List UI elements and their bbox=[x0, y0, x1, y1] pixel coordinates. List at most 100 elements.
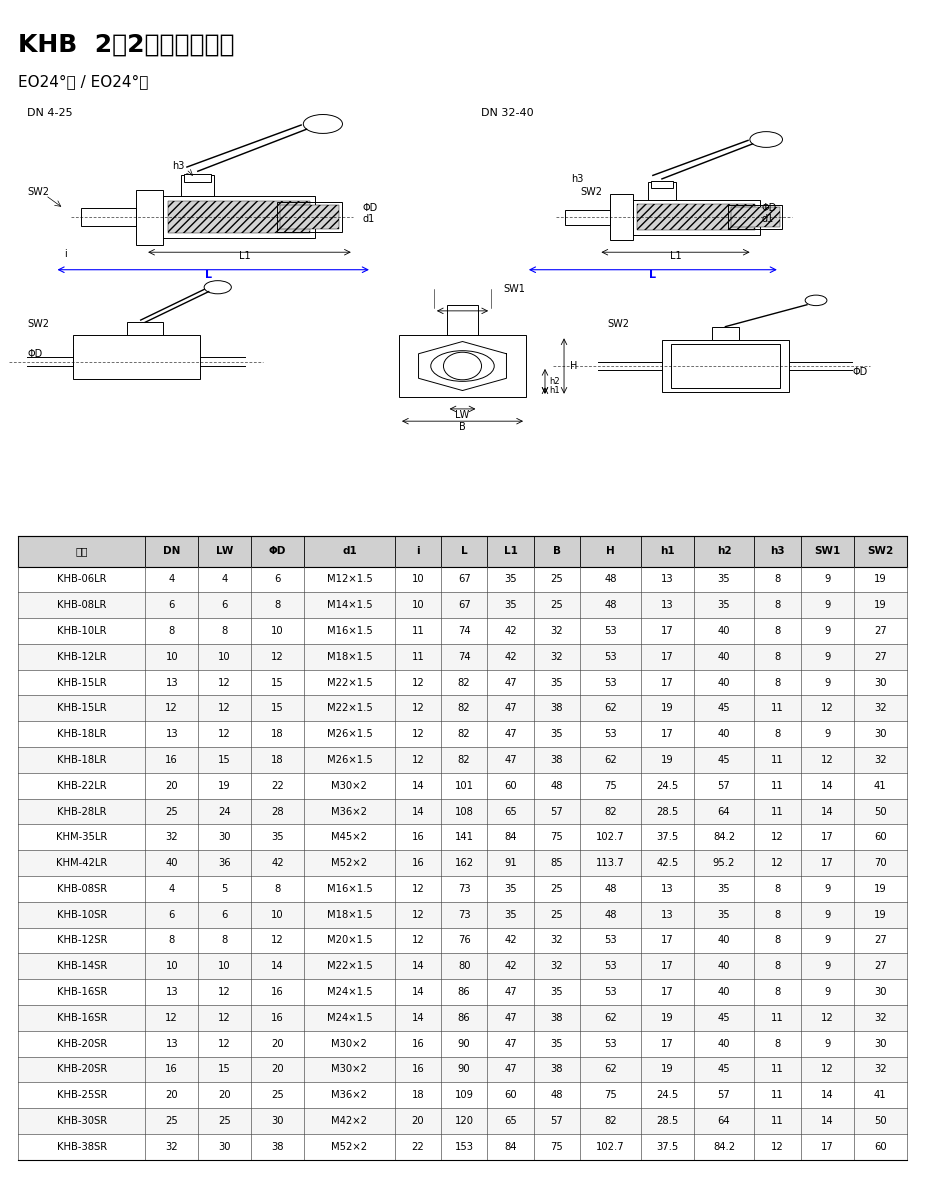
Text: 84.2: 84.2 bbox=[713, 833, 735, 842]
Text: 12: 12 bbox=[218, 729, 231, 739]
Text: 8: 8 bbox=[275, 884, 281, 894]
Bar bbox=[18, 1133, 906, 1159]
Text: 18: 18 bbox=[412, 1091, 425, 1100]
Text: KHB-20SR: KHB-20SR bbox=[56, 1039, 107, 1048]
Text: 9: 9 bbox=[824, 1039, 831, 1048]
Bar bbox=[447, 305, 478, 336]
Text: M42×2: M42×2 bbox=[331, 1116, 367, 1126]
Text: h3: h3 bbox=[572, 174, 584, 185]
Text: 8: 8 bbox=[168, 936, 175, 945]
Text: M22×1.5: M22×1.5 bbox=[327, 704, 372, 713]
Text: 12: 12 bbox=[271, 936, 284, 945]
Text: 70: 70 bbox=[874, 858, 886, 868]
Text: L: L bbox=[649, 271, 657, 280]
Bar bbox=[163, 196, 315, 238]
Text: 4: 4 bbox=[168, 575, 175, 584]
Text: 48: 48 bbox=[604, 910, 617, 919]
Text: i: i bbox=[64, 248, 67, 259]
Text: 20: 20 bbox=[271, 1039, 284, 1048]
Text: M22×1.5: M22×1.5 bbox=[327, 962, 372, 971]
Text: 67: 67 bbox=[458, 575, 471, 584]
Bar bbox=[18, 746, 906, 772]
Text: KHB  2位2通外螺纹球阀: KHB 2位2通外螺纹球阀 bbox=[18, 32, 235, 57]
Text: 42.5: 42.5 bbox=[656, 858, 678, 868]
Text: 102.7: 102.7 bbox=[596, 1142, 624, 1152]
Text: 65: 65 bbox=[504, 1116, 517, 1126]
Text: 8: 8 bbox=[774, 575, 781, 584]
Bar bbox=[18, 670, 906, 696]
Text: 47: 47 bbox=[504, 987, 517, 997]
Text: 13: 13 bbox=[660, 884, 673, 894]
Text: 84: 84 bbox=[504, 1142, 517, 1152]
Text: 62: 62 bbox=[604, 755, 617, 765]
Text: 60: 60 bbox=[874, 833, 886, 842]
Bar bbox=[399, 336, 526, 396]
Text: 28.5: 28.5 bbox=[656, 1116, 678, 1126]
Text: 113.7: 113.7 bbox=[596, 858, 624, 868]
Text: 11: 11 bbox=[771, 704, 784, 713]
Text: 67: 67 bbox=[458, 600, 471, 610]
Text: 25: 25 bbox=[550, 600, 563, 610]
Text: M26×1.5: M26×1.5 bbox=[327, 755, 372, 765]
Circle shape bbox=[204, 280, 231, 293]
Text: 80: 80 bbox=[458, 962, 471, 971]
Text: 38: 38 bbox=[550, 704, 563, 713]
Text: ΦD: ΦD bbox=[28, 349, 43, 360]
Text: KHB-14SR: KHB-14SR bbox=[56, 962, 107, 971]
Text: 8: 8 bbox=[774, 600, 781, 610]
Text: 10: 10 bbox=[218, 652, 231, 661]
Text: 62: 62 bbox=[604, 1013, 617, 1023]
Text: 10: 10 bbox=[271, 910, 284, 919]
Text: 42: 42 bbox=[271, 858, 284, 868]
Text: KHB-22LR: KHB-22LR bbox=[57, 781, 106, 790]
Text: 45: 45 bbox=[718, 1013, 731, 1023]
Text: LW: LW bbox=[455, 411, 470, 420]
Text: 19: 19 bbox=[660, 704, 673, 713]
Bar bbox=[18, 772, 906, 799]
Text: 64: 64 bbox=[718, 807, 731, 816]
Text: 13: 13 bbox=[166, 987, 178, 997]
Text: L1: L1 bbox=[670, 251, 682, 260]
Text: KHB-08LR: KHB-08LR bbox=[57, 600, 106, 610]
Text: L: L bbox=[205, 271, 212, 280]
Text: 86: 86 bbox=[458, 1013, 471, 1023]
Text: 25: 25 bbox=[550, 910, 563, 919]
Text: L: L bbox=[461, 547, 467, 556]
Bar bbox=[184, 174, 212, 182]
Text: 101: 101 bbox=[455, 781, 474, 790]
Text: 74: 74 bbox=[458, 652, 471, 661]
Text: 53: 53 bbox=[604, 936, 617, 945]
Text: 8: 8 bbox=[774, 729, 781, 739]
Text: 8: 8 bbox=[275, 600, 281, 610]
Text: KHB-12LR: KHB-12LR bbox=[57, 652, 106, 661]
Text: 12: 12 bbox=[166, 704, 179, 713]
Bar bbox=[127, 322, 164, 336]
Text: 45: 45 bbox=[718, 704, 731, 713]
Text: 17: 17 bbox=[820, 833, 833, 842]
Text: L1: L1 bbox=[240, 251, 251, 260]
Text: 8: 8 bbox=[774, 884, 781, 894]
Text: 53: 53 bbox=[604, 987, 617, 997]
Bar bbox=[662, 340, 789, 393]
Text: 11: 11 bbox=[771, 1065, 784, 1074]
Text: 14: 14 bbox=[412, 1013, 425, 1023]
Text: 60: 60 bbox=[874, 1142, 886, 1152]
Text: 53: 53 bbox=[604, 678, 617, 687]
Text: KHM-35LR: KHM-35LR bbox=[56, 833, 107, 842]
Text: 45: 45 bbox=[718, 755, 731, 765]
Text: 40: 40 bbox=[718, 729, 731, 739]
Text: KHB-18LR: KHB-18LR bbox=[57, 755, 106, 765]
Bar bbox=[18, 927, 906, 953]
Text: 18: 18 bbox=[271, 755, 284, 765]
Text: KHB-06LR: KHB-06LR bbox=[57, 575, 106, 584]
Text: 17: 17 bbox=[660, 652, 673, 661]
Bar bbox=[18, 618, 906, 644]
Text: 9: 9 bbox=[824, 652, 831, 661]
Text: KHM-42LR: KHM-42LR bbox=[56, 858, 107, 868]
Text: 48: 48 bbox=[604, 600, 617, 610]
Text: EO24°锥 / EO24°锥: EO24°锥 / EO24°锥 bbox=[18, 75, 149, 89]
Text: 8: 8 bbox=[168, 626, 175, 636]
Text: DN 4-25: DN 4-25 bbox=[28, 108, 73, 118]
Text: 15: 15 bbox=[271, 678, 284, 687]
Bar bbox=[18, 980, 906, 1004]
